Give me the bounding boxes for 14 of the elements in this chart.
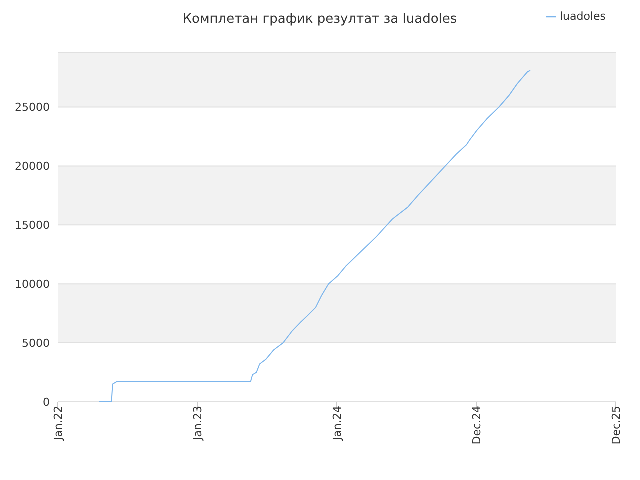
line-series [99, 70, 532, 402]
y-tick-label: 25000 [15, 101, 50, 114]
y-tick-label: 0 [43, 396, 50, 409]
y-tick-label: 5000 [22, 336, 50, 350]
y-tick-label: 20000 [15, 160, 50, 174]
x-tick-label: Jan.24 [330, 406, 344, 442]
legend-label: luadoles [560, 10, 606, 23]
x-tick-label: Jan.22 [52, 406, 65, 442]
y-tick-label: 15000 [15, 219, 50, 232]
x-tick-label: Jan.23 [191, 406, 204, 442]
chart-title: Комплетан график резултат за luadoles [182, 12, 458, 27]
y-tick-label: 10000 [15, 278, 50, 291]
x-tick-label: Dec.24 [470, 406, 484, 445]
x-tick-label: Dec.25 [610, 406, 623, 445]
